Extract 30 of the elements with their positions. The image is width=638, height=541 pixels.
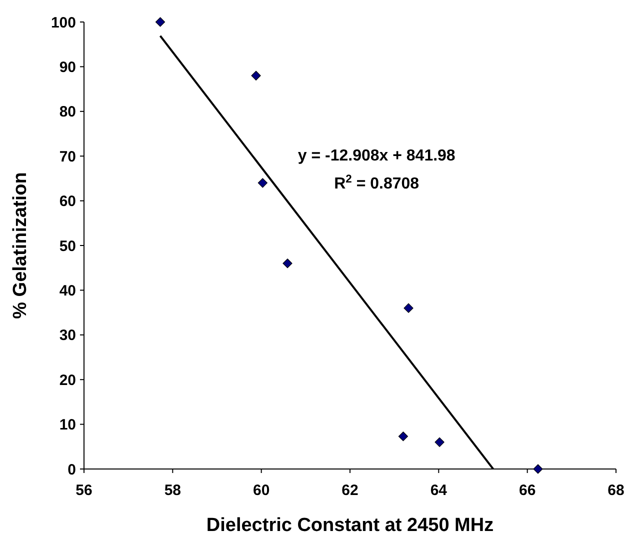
- y-tick-label: 90: [59, 58, 76, 76]
- point: [404, 303, 414, 313]
- annotation: R$^{2}$ = 0.8708: [334, 174, 420, 193]
- y-tick-label: 20: [59, 372, 76, 389]
- point: [155, 17, 166, 27]
- y-tick-label: 60: [59, 193, 76, 210]
- y-tick-label: 10: [59, 416, 76, 434]
- x-tick-label: 62: [342, 482, 358, 499]
- point: [398, 432, 408, 442]
- y-tick-label: 50: [59, 238, 76, 255]
- point: [282, 258, 292, 268]
- x-tick-label: 64: [430, 482, 448, 499]
- y-tick-label: 80: [59, 104, 76, 121]
- y-tick-label: 30: [59, 327, 76, 344]
- x-tick-label: 60: [252, 482, 270, 499]
- y-tick-label: 70: [59, 148, 76, 166]
- y-tick-label: 40: [59, 282, 76, 300]
- x-tick-label: 56: [76, 482, 92, 499]
- point: [258, 178, 268, 188]
- y-tick-label: 0: [68, 461, 76, 478]
- point: [533, 464, 543, 474]
- point: [251, 70, 261, 80]
- annotation: y = -12.908x + 841.98: [298, 148, 456, 165]
- x-tick-label: 66: [518, 482, 536, 499]
- point: [434, 437, 444, 447]
- x-tick-label: 58: [164, 482, 182, 499]
- x-tick-label: 68: [608, 482, 624, 499]
- y-axis-title: % Gelatinization: [10, 172, 31, 319]
- y-tick-label: 100: [50, 14, 76, 32]
- x-axis-title: Dielectric Constant at 2450 MHz: [206, 515, 494, 536]
